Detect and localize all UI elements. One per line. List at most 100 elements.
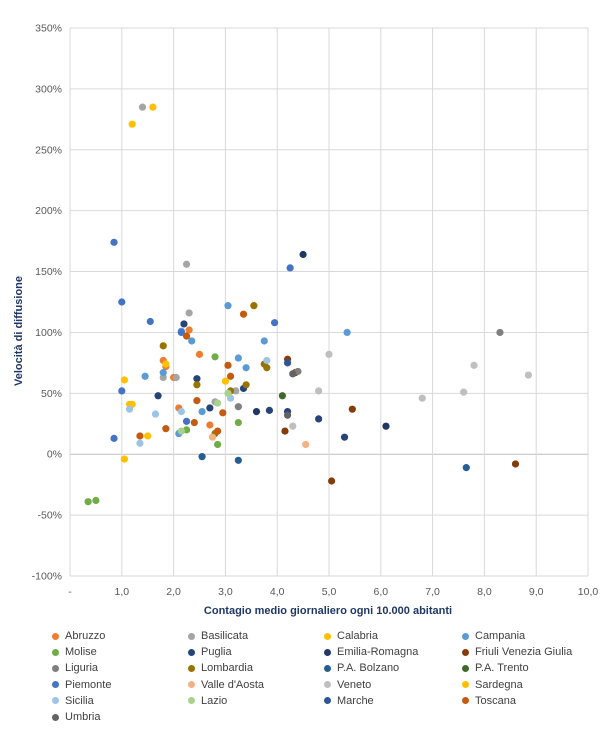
y-tick-label: -100% — [32, 571, 62, 583]
y-tick-label: 350% — [35, 23, 62, 35]
data-point — [182, 260, 191, 268]
gridlines — [69, 27, 589, 577]
data-point — [182, 417, 191, 425]
data-point — [172, 373, 180, 382]
data-point — [198, 453, 206, 461]
legend-label: Calabria — [337, 630, 378, 642]
legend-marker — [462, 681, 469, 689]
legend-marker — [52, 713, 59, 721]
data-point — [195, 350, 204, 358]
series-1 — [138, 103, 240, 406]
data-point — [289, 422, 297, 430]
legend-marker — [188, 697, 195, 705]
series-14 — [289, 350, 533, 430]
data-point — [185, 326, 193, 334]
series-12 — [110, 238, 294, 442]
data-point — [271, 319, 279, 327]
data-point — [120, 455, 128, 463]
data-point — [524, 371, 533, 379]
legend-label: Toscana — [475, 694, 516, 707]
x-tick-label: 3,0 — [218, 586, 233, 598]
x-tick-label: 10,0 — [578, 586, 599, 598]
data-point — [252, 408, 261, 416]
legend-marker — [52, 681, 59, 689]
data-point — [190, 418, 198, 427]
data-point — [327, 477, 336, 485]
data-point — [138, 103, 147, 111]
series-13 — [208, 433, 310, 449]
data-point — [470, 361, 478, 369]
legend-marker — [462, 664, 469, 672]
series-0 — [159, 326, 214, 429]
data-point — [185, 309, 193, 317]
x-tick-label: 7,0 — [425, 586, 440, 598]
data-point — [242, 381, 250, 389]
data-point — [144, 432, 152, 440]
x-tick-label: 6,0 — [373, 586, 388, 598]
x-tick-label: 2,0 — [166, 586, 181, 598]
y-tick-label: 50% — [41, 388, 62, 400]
series-11 — [278, 392, 286, 400]
data-point — [118, 298, 126, 306]
data-point — [283, 359, 292, 367]
legend-item: P.A. Trento — [462, 660, 529, 676]
x-tick-label: 1,0 — [114, 586, 129, 598]
legend-item: Abruzzo — [52, 628, 105, 644]
tick-labels: -100% -50% 0% 50% 100% 150% 200% 250% 300% 350% - 1… — [32, 23, 599, 599]
data-point — [263, 364, 271, 372]
legend-label: Puglia — [201, 646, 232, 659]
data-point — [206, 421, 214, 429]
x-tick-label: 4,0 — [270, 586, 285, 598]
legend-label: Abruzzo — [65, 630, 106, 642]
data-point — [226, 372, 235, 380]
data-point — [211, 353, 219, 361]
x-tick-label: - — [68, 586, 72, 598]
data-point — [511, 460, 520, 468]
legend-item: Umbria — [52, 709, 100, 725]
data-point — [281, 427, 289, 435]
legend-item: Toscana — [462, 693, 516, 709]
data-point — [224, 302, 232, 310]
data-point — [159, 342, 167, 350]
legend-marker — [462, 697, 469, 705]
series-17 — [177, 389, 232, 435]
legend-label: Sardegna — [475, 678, 523, 691]
legend-label: P.A. Bolzano — [337, 662, 400, 675]
legend-marker — [324, 664, 331, 672]
data-point — [234, 456, 242, 464]
x-tick-label: 8,0 — [477, 586, 492, 598]
legend-item: Lazio — [188, 693, 227, 709]
series-8 — [234, 328, 504, 411]
data-point — [348, 405, 356, 413]
x-tick-label: 5,0 — [322, 586, 337, 598]
legend-marker — [188, 681, 195, 689]
legend-item: P.A. Bolzano — [324, 660, 399, 676]
data-point — [136, 432, 144, 440]
data-point — [120, 376, 128, 384]
legend-label: Friuli Venezia Giulia — [475, 646, 573, 659]
series-18 — [283, 359, 292, 367]
data-point — [221, 377, 229, 385]
data-point — [193, 375, 201, 383]
legend-item: Molise — [52, 644, 97, 660]
data-point — [496, 328, 504, 337]
data-point — [182, 332, 191, 340]
legend-item: Liguria — [52, 660, 98, 676]
data-point — [177, 427, 185, 435]
legend-label: Campania — [475, 630, 526, 642]
data-point — [462, 464, 470, 472]
y-tick-label: 300% — [35, 83, 62, 95]
y-axis-title: Velocità di diffusione — [13, 276, 25, 386]
legend-label: Molise — [65, 646, 97, 659]
legend-item: Calabria — [324, 628, 378, 644]
data-point — [299, 250, 307, 259]
legend-label: Sicilia — [65, 694, 94, 707]
data-point — [141, 372, 149, 380]
legend-marker — [52, 648, 59, 656]
data-point — [136, 439, 144, 447]
data-point — [128, 120, 136, 128]
data-point — [162, 360, 170, 368]
legend-item: Campania — [462, 628, 525, 644]
data-point — [110, 434, 118, 442]
